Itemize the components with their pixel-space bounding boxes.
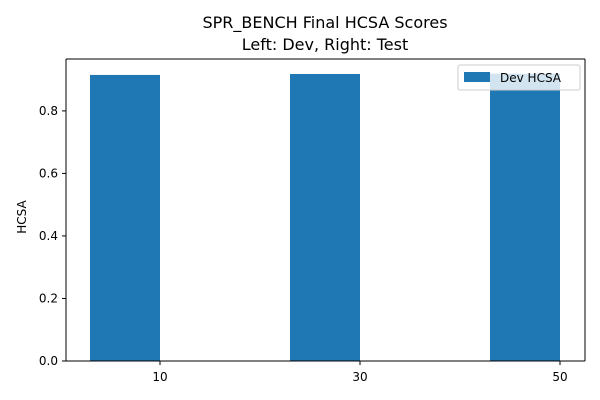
y-tick-label: 0.8 — [39, 104, 58, 118]
x-tick-label: 10 — [152, 370, 167, 384]
bar-50 — [490, 73, 560, 362]
y-tick-label: 0.0 — [39, 354, 58, 368]
x-tick-label: 50 — [552, 370, 567, 384]
legend-label: Dev HCSA — [500, 71, 562, 85]
bar-30 — [290, 74, 360, 361]
y-tick-label: 0.4 — [39, 229, 58, 243]
y-tick-label: 0.6 — [39, 166, 58, 180]
legend-frame — [457, 64, 581, 91]
chart-subtitle: Left: Dev, Right: Test — [242, 35, 409, 54]
y-axis-label: HCSA — [15, 199, 29, 233]
legend-swatch — [464, 72, 490, 82]
axes-layer: 0.0 0.2 0.4 0.6 0.8 10 30 50 — [39, 58, 586, 384]
x-tick-label: 30 — [352, 370, 367, 384]
y-tick-label: 0.2 — [39, 291, 58, 305]
chart-title: SPR_BENCH Final HCSA Scores — [202, 13, 447, 33]
bar-10 — [90, 74, 160, 362]
legend: Dev HCSA — [457, 64, 581, 91]
bars-layer — [90, 73, 560, 362]
